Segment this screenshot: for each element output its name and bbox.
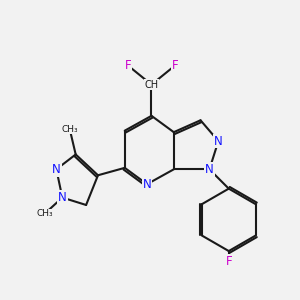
Text: CH: CH	[144, 80, 158, 90]
Text: N: N	[214, 135, 223, 148]
Text: N: N	[58, 191, 67, 204]
Text: F: F	[226, 255, 232, 268]
Text: N: N	[143, 178, 152, 191]
Text: CH₃: CH₃	[36, 209, 53, 218]
Text: F: F	[124, 59, 131, 72]
Text: N: N	[52, 163, 61, 176]
Text: F: F	[172, 59, 178, 72]
Text: CH₃: CH₃	[61, 125, 78, 134]
Text: N: N	[205, 163, 214, 176]
